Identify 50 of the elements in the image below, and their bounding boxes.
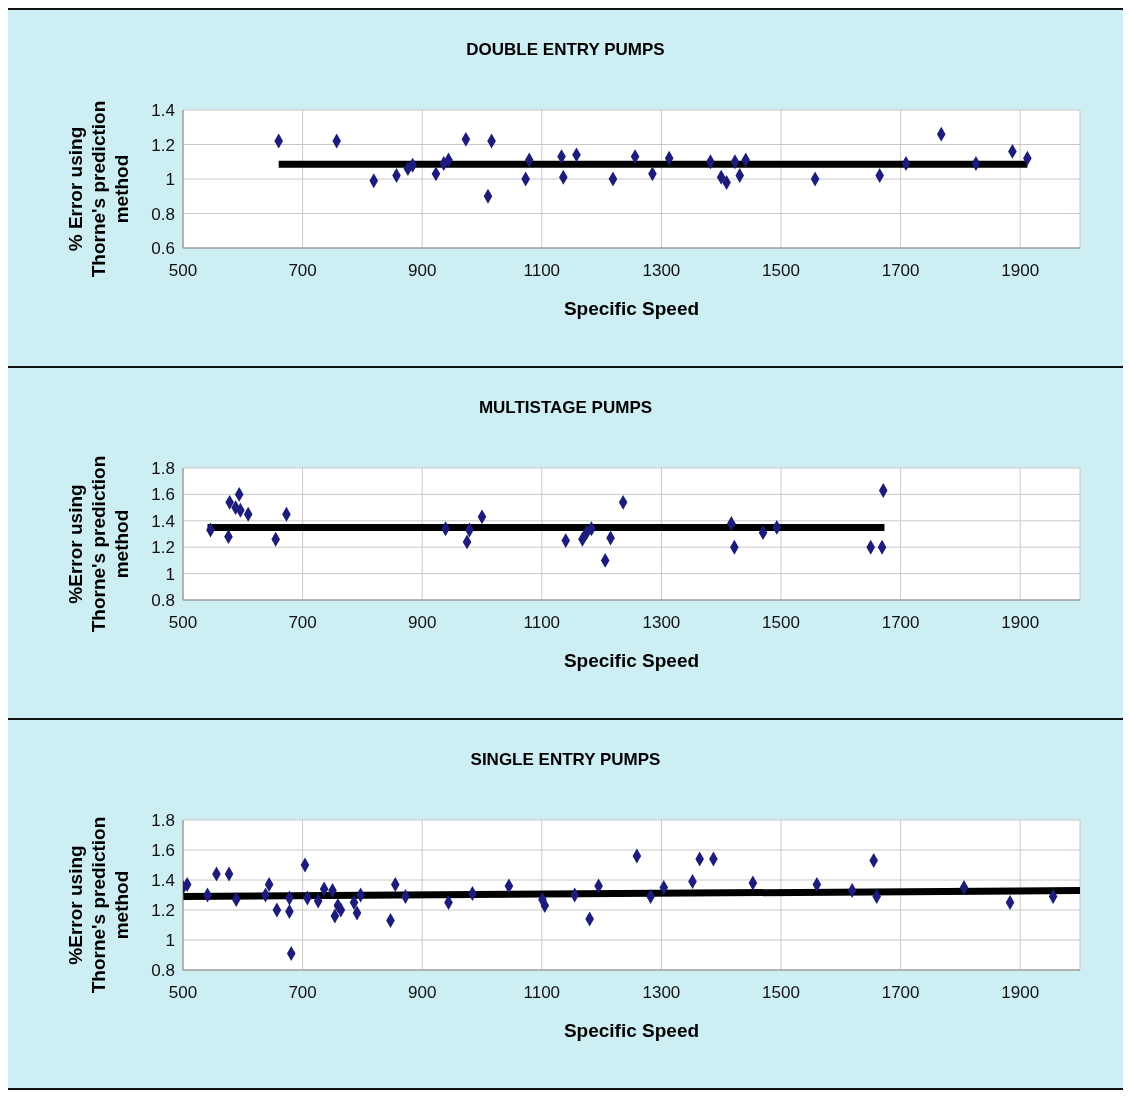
y-tick-label: 1.4	[151, 511, 175, 531]
y-tick-label: 1.2	[151, 538, 175, 558]
x-axis-title: Specific Speed	[562, 1020, 701, 1042]
y-tick-label: 1	[165, 170, 175, 190]
y-tick-label: 1.8	[151, 811, 175, 831]
y-tick-label: 1.6	[151, 485, 175, 505]
chart-title: DOUBLE ENTRY PUMPS	[465, 40, 666, 60]
x-axis-title: Specific Speed	[562, 650, 701, 672]
y-tick-label: 1.6	[151, 841, 175, 861]
x-tick-label: 500	[168, 983, 198, 1003]
x-tick-label: 900	[408, 261, 437, 281]
x-tick-label: 900	[408, 983, 437, 1003]
y-tick-label: 0.8	[151, 204, 175, 224]
x-tick-label: 1100	[523, 613, 561, 633]
x-tick-label: 1900	[1001, 983, 1040, 1003]
y-axis-title: % Error using Thorne's prediction method	[63, 99, 133, 280]
x-tick-label: 1500	[762, 613, 800, 633]
x-tick-label: 700	[288, 261, 317, 281]
y-axis-title: %Error using Thorne's prediction method	[63, 815, 133, 996]
x-tick-label: 1700	[881, 613, 920, 633]
x-tick-label: 700	[288, 983, 317, 1003]
y-tick-label: 1.4	[151, 871, 175, 891]
x-tick-label: 500	[168, 613, 198, 633]
x-tick-label: 1700	[881, 983, 920, 1003]
x-tick-label: 1900	[1001, 261, 1040, 281]
x-tick-label: 1300	[642, 261, 681, 281]
x-tick-label: 1900	[1001, 613, 1040, 633]
y-tick-label: 1.2	[151, 135, 175, 155]
chart-title: SINGLE ENTRY PUMPS	[469, 750, 662, 770]
x-tick-label: 1500	[762, 261, 800, 281]
x-tick-label: 500	[168, 261, 198, 281]
x-tick-label: 1500	[762, 983, 800, 1003]
y-tick-label: 1.2	[151, 901, 175, 921]
chart-title: MULTISTAGE PUMPS	[477, 398, 654, 418]
x-tick-label: 1100	[523, 261, 561, 281]
x-tick-label: 1300	[642, 983, 681, 1003]
y-tick-label: 0.8	[151, 591, 175, 611]
y-tick-label: 1	[165, 931, 175, 951]
x-axis-title: Specific Speed	[562, 298, 701, 320]
y-tick-label: 0.6	[151, 239, 175, 259]
y-tick-label: 0.8	[151, 961, 175, 981]
x-tick-label: 1700	[881, 261, 920, 281]
x-tick-label: 700	[288, 613, 317, 633]
y-axis-title: %Error using Thorne's prediction method	[63, 454, 133, 635]
x-tick-label: 900	[408, 613, 437, 633]
x-tick-label: 1100	[523, 983, 561, 1003]
x-tick-label: 1300	[642, 613, 681, 633]
y-tick-label: 1	[165, 564, 175, 584]
y-tick-label: 1.8	[151, 459, 175, 479]
y-tick-label: 1.4	[151, 101, 175, 121]
